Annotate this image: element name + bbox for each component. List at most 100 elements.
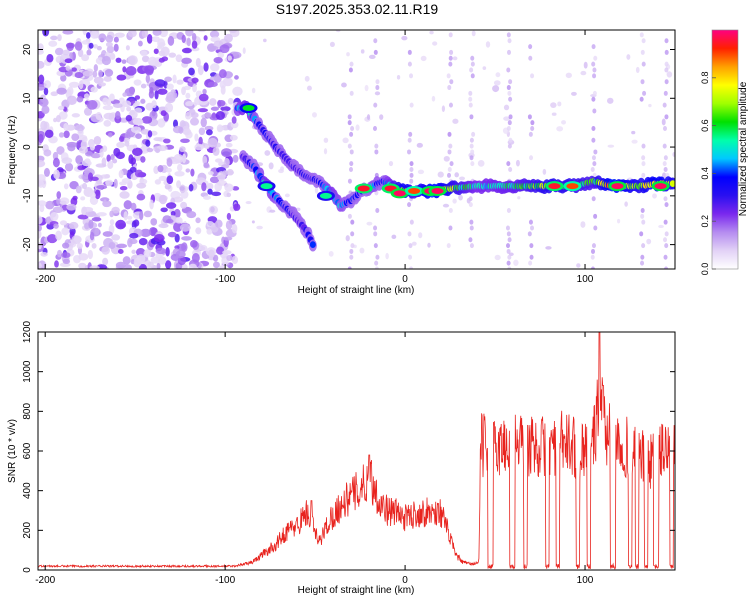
streak-cell [591, 243, 596, 249]
noise-cell [53, 223, 59, 229]
noise-cell [62, 242, 70, 249]
noise-cell [206, 228, 213, 235]
streak-cell [469, 225, 474, 231]
noise-cell [335, 30, 341, 33]
noise-cell [200, 117, 207, 128]
noise-cell [181, 57, 192, 64]
noise-cell [43, 80, 52, 89]
noise-cell [202, 88, 207, 95]
noise-cell [154, 79, 166, 87]
noise-cell [39, 97, 49, 107]
noise-cell [195, 217, 201, 224]
noise-cell [220, 85, 226, 95]
noise-cell [65, 65, 71, 71]
streak-cell [662, 126, 667, 132]
streak-cell [591, 44, 596, 50]
spectrogram-y-tick-label: -20 [22, 237, 33, 252]
noise-cell [121, 59, 127, 64]
noise-cell [232, 86, 243, 96]
noise-cell [164, 76, 172, 82]
noise-cell [89, 265, 100, 269]
streak-cell [507, 237, 512, 243]
streak-cell [529, 243, 534, 249]
noise-cell [631, 139, 638, 144]
noise-cell [137, 40, 143, 47]
noise-cell [134, 107, 143, 114]
streak-cell [446, 73, 451, 79]
noise-cell [180, 138, 190, 144]
noise-cell [65, 42, 75, 49]
noise-cell [131, 249, 136, 254]
streak-cell [374, 260, 379, 266]
streak-cell [448, 143, 453, 149]
noise-cell [304, 75, 310, 82]
noise-cell [58, 132, 65, 138]
noise-cell [122, 92, 128, 97]
noise-cell [452, 56, 458, 61]
streak-cell [593, 55, 598, 61]
noise-cell [113, 43, 119, 52]
noise-cell [133, 257, 142, 268]
streak-cell [407, 149, 412, 155]
noise-cell [217, 99, 226, 107]
noise-cell [96, 45, 102, 51]
noise-cell [576, 263, 581, 268]
noise-cell [263, 38, 267, 43]
noise-cell [153, 137, 163, 142]
hot-spot [319, 192, 332, 199]
noise-cell [77, 49, 84, 58]
colorbar-frame [711, 29, 739, 270]
noise-cell [204, 125, 214, 131]
streak-cell [530, 120, 535, 126]
noise-cell [442, 203, 450, 208]
streak-cell [470, 55, 475, 61]
noise-cell [50, 91, 59, 97]
noise-cell [109, 219, 115, 226]
noise-cell [181, 47, 192, 54]
noise-cell [205, 129, 213, 136]
noise-cell [102, 231, 113, 237]
noise-cell [66, 95, 77, 106]
snr-y-tick-label: 200 [22, 522, 33, 539]
figure-title: S197.2025.353.02.11.R19 [276, 1, 439, 17]
noise-cell [166, 83, 174, 90]
noise-cell [141, 55, 150, 63]
noise-cell [224, 33, 233, 43]
noise-cell [86, 99, 98, 110]
streak-cell [590, 266, 595, 269]
noise-cell [102, 257, 109, 266]
noise-cell [87, 211, 97, 217]
noise-cell [97, 222, 102, 228]
noise-cell [82, 30, 87, 36]
noise-cell [64, 58, 73, 64]
streak-cell [640, 207, 645, 213]
noise-cell [251, 87, 256, 94]
noise-cell [624, 201, 628, 207]
noise-cell [143, 249, 152, 258]
noise-cell [210, 63, 220, 72]
noise-cell [284, 193, 290, 198]
noise-cell [163, 138, 171, 144]
noise-cell [220, 106, 231, 112]
streak-cell [448, 32, 453, 38]
streak-cell [591, 61, 596, 67]
hot-spot [242, 105, 255, 112]
streak-cell [350, 126, 355, 132]
streak-cell [469, 155, 474, 161]
noise-cell [103, 75, 112, 82]
noise-cell [113, 36, 119, 43]
colorbar-label: Normalized spectral amplitude [738, 81, 749, 216]
noise-cell [118, 136, 125, 142]
streak-cell [373, 49, 378, 55]
noise-cell [503, 116, 511, 121]
noise-cell [66, 203, 77, 211]
noise-cell [565, 72, 572, 79]
noise-cell [102, 199, 108, 207]
noise-cell [103, 120, 112, 127]
noise-cell [43, 87, 49, 96]
noise-cell [62, 258, 71, 265]
streak-cell [591, 155, 596, 161]
colorbar-tick-label: 0.2 [700, 215, 710, 228]
noise-cell [38, 133, 44, 144]
